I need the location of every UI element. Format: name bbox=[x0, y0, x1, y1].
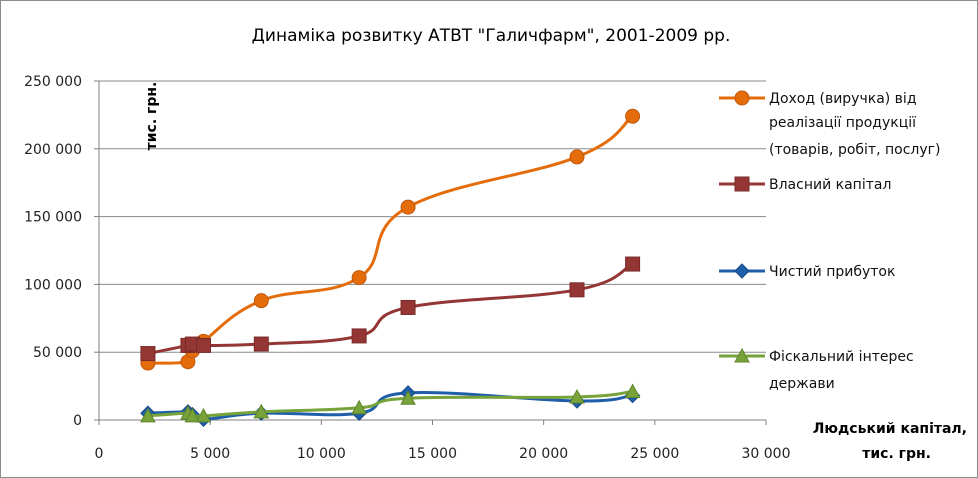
legend: Доход (виручка) від реалізації продукції (… bbox=[719, 90, 940, 392]
data-point-circle bbox=[253, 293, 269, 309]
y-tick-label: 150 000 bbox=[24, 210, 82, 226]
x-axis-title-line1: Людський капітал, bbox=[813, 421, 967, 437]
x-tick-label: 25 000 bbox=[630, 446, 679, 462]
legend-marker-circle bbox=[734, 90, 750, 106]
legend-label: Власний капітал bbox=[769, 177, 891, 193]
data-point-square bbox=[569, 282, 585, 298]
y-tick-label: 200 000 bbox=[24, 142, 82, 158]
data-point-circle bbox=[351, 270, 367, 286]
legend-marker-square bbox=[734, 176, 750, 192]
legend-marker-triangle bbox=[734, 347, 750, 363]
y-tick-labels: 0 50 000 100 000 150 000 200 000 250 000 bbox=[24, 74, 82, 429]
gridlines bbox=[99, 80, 766, 353]
legend-marker-diamond bbox=[734, 263, 750, 279]
y-tick-label: 250 000 bbox=[24, 74, 82, 90]
data-point-circle bbox=[569, 149, 585, 165]
data-point-circle bbox=[625, 108, 641, 124]
data-point-triangle bbox=[140, 407, 156, 423]
axis-titles: тис. грн. Людський капітал, тис. грн. bbox=[144, 82, 967, 462]
data-point-square bbox=[253, 336, 269, 352]
legend-item-circle: Доход (виручка) від реалізації продукції (… bbox=[719, 90, 940, 158]
legend-label: Чистий прибуток bbox=[769, 264, 895, 280]
x-tick-label: 15 000 bbox=[408, 446, 457, 462]
data-point-triangle bbox=[184, 407, 201, 423]
data-point-square bbox=[351, 328, 367, 344]
series-triangle bbox=[140, 383, 641, 423]
y-tick-label: 0 bbox=[73, 413, 82, 429]
legend-label: Доход (виручка) від bbox=[769, 91, 917, 107]
x-tick-label: 0 bbox=[95, 446, 104, 462]
data-series bbox=[140, 108, 641, 428]
series-square bbox=[140, 256, 641, 362]
data-point-square bbox=[625, 256, 641, 272]
y-tick-label: 100 000 bbox=[24, 277, 82, 293]
data-point-triangle bbox=[400, 390, 416, 405]
data-point-square bbox=[400, 299, 416, 315]
y-axis-title: тис. грн. bbox=[144, 82, 160, 151]
series-line bbox=[146, 114, 635, 365]
x-tick-label: 10 000 bbox=[297, 446, 346, 462]
x-tick-labels: 0 5 000 10 000 15 000 20 000 25 000 30 000 bbox=[95, 446, 791, 462]
legend-label: держави bbox=[769, 376, 835, 392]
data-point-triangle bbox=[253, 403, 270, 419]
data-point-square bbox=[195, 337, 211, 353]
legend-label: реалізації продукції bbox=[769, 115, 916, 131]
y-tick-label: 50 000 bbox=[33, 345, 82, 361]
data-point-triangle bbox=[195, 407, 212, 423]
series-line bbox=[146, 262, 635, 356]
data-point-circle bbox=[400, 199, 416, 215]
legend-label: (товарів, робіт, послуг) bbox=[769, 142, 940, 158]
data-point-triangle bbox=[351, 399, 367, 415]
x-tick-label: 30 000 bbox=[742, 446, 791, 462]
chart-title: Динаміка розвитку АТВТ "Галичфарм", 2001… bbox=[252, 26, 731, 46]
data-point-triangle bbox=[624, 383, 641, 399]
legend-item-triangle: Фіскальний інтерес держави bbox=[719, 347, 914, 392]
legend-label: Фіскальний інтерес bbox=[769, 349, 914, 365]
data-point-square bbox=[140, 346, 156, 362]
legend-item-square: Власний капітал bbox=[719, 176, 891, 193]
data-point-triangle bbox=[569, 388, 585, 404]
x-tick-label: 20 000 bbox=[519, 446, 568, 462]
axes bbox=[94, 80, 767, 425]
x-tick-label: 5 000 bbox=[190, 446, 230, 462]
x-axis-title-line2: тис. грн. bbox=[862, 446, 931, 462]
legend-item-diamond: Чистий прибуток bbox=[719, 263, 895, 280]
